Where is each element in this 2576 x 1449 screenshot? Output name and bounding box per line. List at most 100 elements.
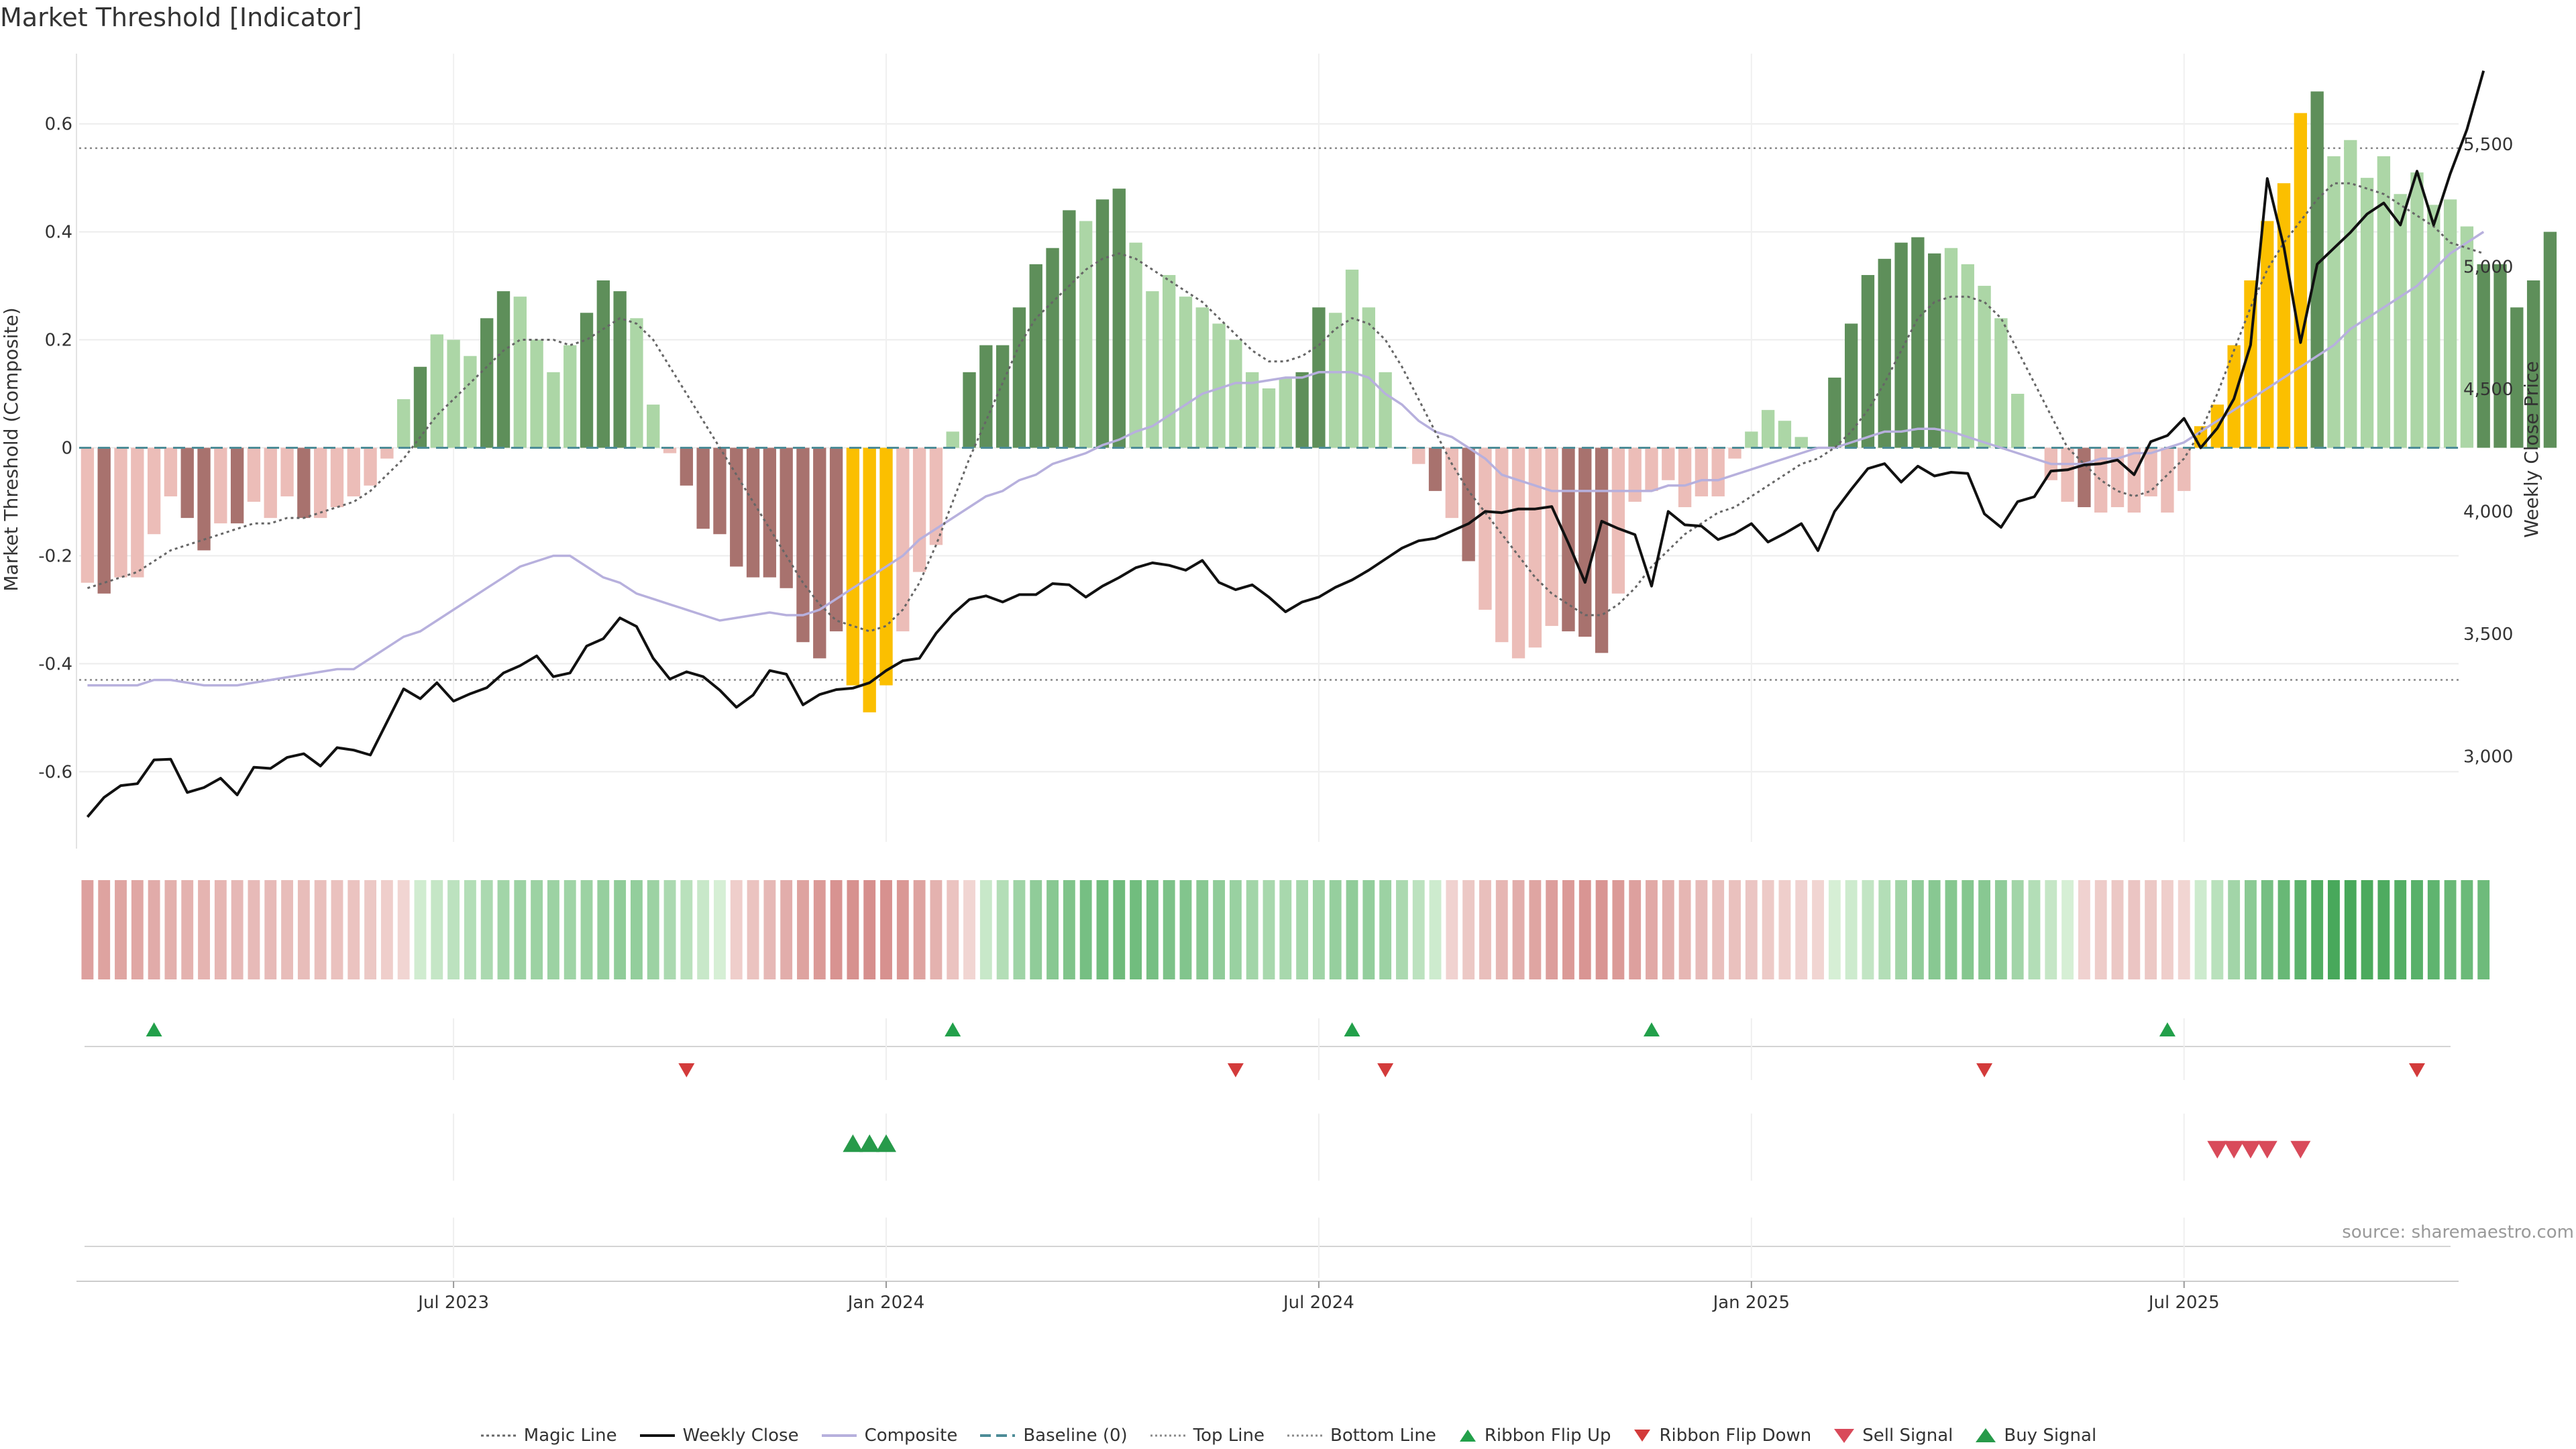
y2-tick-label: 5,500 [2463,135,2513,155]
dashed-line-icon [980,1434,1016,1437]
ribbon-cell [1263,880,1275,979]
composite-bar [2277,183,2291,448]
ribbon-cell [1928,880,1941,979]
ribbon-cell [647,880,659,979]
legend-item-buy-signal[interactable]: Buy Signal [1974,1426,2096,1446]
legend-item-magic-line[interactable]: Magic Line [480,1426,617,1446]
composite-bar [1944,248,1958,448]
ribbon-flip-up-marker [1344,1022,1360,1036]
composite-bar [1428,447,1442,491]
composite-bar [2443,199,2457,448]
ribbon-cell [2211,880,2224,979]
composite-bar [1645,447,1658,491]
composite-bar [746,447,760,578]
composite-bar [1595,447,1609,653]
ribbon-cell [1828,880,1841,979]
ribbon-cell [1729,880,1741,979]
composite-bar [147,447,161,535]
triangle-down-icon [1834,1429,1855,1443]
ribbon-cell [797,880,809,979]
composite-bar [1195,307,1209,448]
composite-bar [780,447,793,588]
triangle-up-icon [1976,1428,1996,1442]
lavender-line-icon [821,1434,857,1437]
ribbon-cell [364,880,377,979]
legend-item-ribbon-flip-down[interactable]: Ribbon Flip Down [1632,1426,1811,1446]
composite-bar [1462,447,1475,561]
ribbon-cell [1096,880,1109,979]
legend-item-sell-signal[interactable]: Sell Signal [1833,1426,1953,1446]
ribbon-cell [115,880,127,979]
ribbon-cell [2228,880,2241,979]
ribbon-cell [1546,880,1558,979]
ribbon-strip [81,880,2490,979]
composite-bar [730,447,743,567]
legend-item-bottom-line[interactable]: Bottom Line [1286,1426,1436,1446]
y2-tick-label: 5,000 [2463,257,2513,277]
composite-line [87,231,2485,687]
composite-bar [863,447,876,712]
ribbon-cell [680,880,693,979]
composite-bar [946,431,959,448]
composite-bar [530,339,543,448]
ribbon-cell [1512,880,1525,979]
y-tick-label: 0.6 [45,115,72,135]
axes: -0.6 -0.4 -0.2 0 0.2 0.4 0.6 3,000 3,500 4,000 4,5… [38,115,2513,783]
composite-bar [1911,237,1925,448]
ribbon-cell [1079,880,1092,979]
ribbon-cell [763,880,776,979]
composite-bar [996,345,1010,448]
ribbon-cell [2361,880,2373,979]
ribbon-flip-up-marker [2159,1022,2176,1036]
composite-bar [496,291,511,448]
composite-bar [2144,447,2157,496]
series-lines [79,70,2485,818]
ribbon-cell [98,880,111,979]
sell-signal-marker [2207,1140,2228,1159]
legend-item-top-line[interactable]: Top Line [1149,1426,1265,1446]
dotted-line-icon [480,1434,516,1437]
composite-bar [1861,274,1875,448]
legend-item-baseline[interactable]: Baseline (0) [979,1426,1128,1446]
composite-bar [1628,447,1642,502]
composite-bar [696,447,710,529]
ribbon-cell [2427,880,2440,979]
ribbon-cell [497,880,510,979]
legend-item-composite[interactable]: Composite [820,1426,957,1446]
composite-bar [813,447,826,659]
composite-bar [580,313,594,448]
legend-item-ribbon-flip-up[interactable]: Ribbon Flip Up [1458,1426,1611,1446]
ribbon-cell [1379,880,1392,979]
ribbon-cell [880,880,892,979]
ribbon-cell [1795,880,1808,979]
legend-item-weekly-close[interactable]: Weekly Close [639,1426,799,1446]
composite-bar [380,447,394,459]
ribbon-cell [697,880,710,979]
composite-bar [1745,431,1758,448]
x-tick-label: Jul 2024 [1282,1293,1354,1313]
ribbon-cell [813,880,826,979]
y2-tick-label: 3,000 [2463,747,2513,767]
ribbon-cell [1163,880,1175,979]
ribbon-cell [1312,880,1325,979]
composite-bar [846,447,860,686]
composite-bar [2078,447,2091,508]
ribbon-cell [1013,880,1026,979]
ribbon-cell [2045,880,2057,979]
ribbon-cell [1046,880,1059,979]
dotted-guide-icon [1287,1434,1322,1437]
y-tick-label: 0 [61,439,72,459]
ribbon-cell [1646,880,1658,979]
ribbon-cell [1595,880,1608,979]
ribbon-cell [164,880,177,979]
composite-bar [596,280,610,448]
composite-bar [114,447,127,578]
ribbon-cell [314,880,327,979]
sell-signal-marker [2224,1140,2245,1159]
y2-tick-label: 4,500 [2463,380,2513,400]
legend-label: Ribbon Flip Up [1484,1426,1611,1446]
ribbon-cell [2111,880,2124,979]
ribbon-cell [2178,880,2190,979]
x-tick-label: Jul 2025 [2147,1293,2220,1313]
signal-panels [85,1018,2451,1278]
